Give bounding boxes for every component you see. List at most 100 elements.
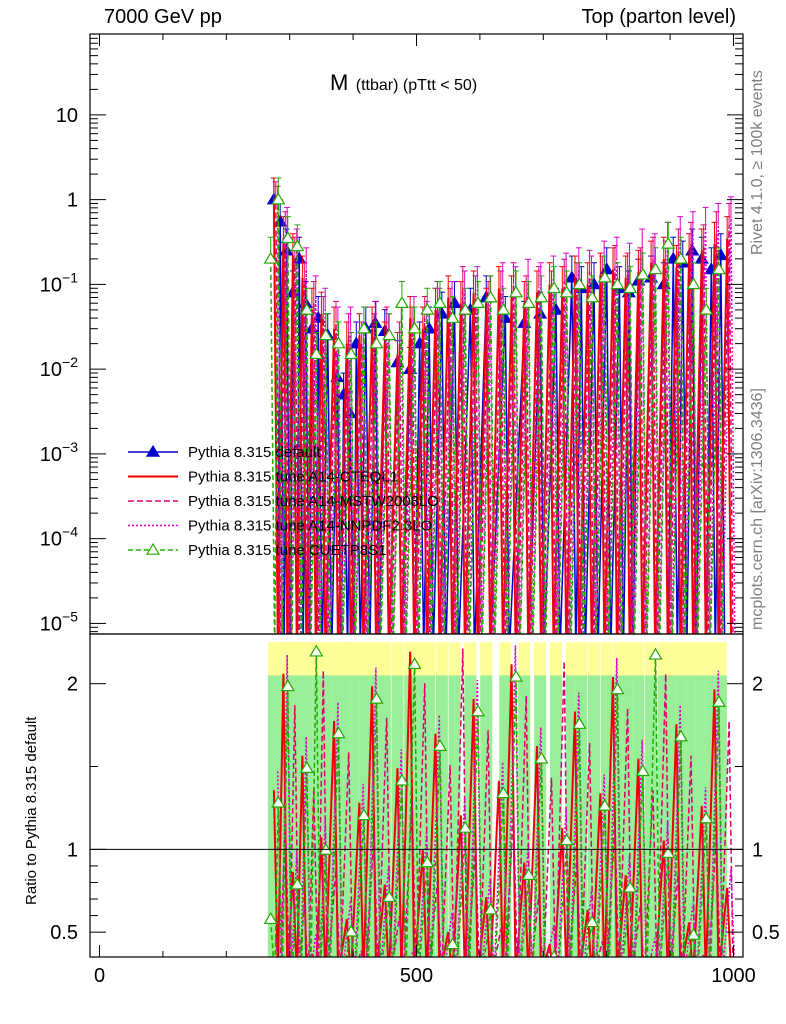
series-4-marker — [331, 336, 346, 349]
series-2-line — [275, 203, 734, 634]
chart-title: M (ttbar) (pTtt < 50) — [330, 70, 477, 95]
x-tick-label: 500 — [400, 965, 433, 987]
y-tick-label: 10−1 — [40, 269, 78, 296]
y-tick-label: 10−3 — [40, 439, 78, 466]
series-4-marker — [610, 277, 625, 290]
series-3-line — [276, 207, 736, 634]
x-tick-label: 0 — [94, 965, 105, 987]
series-4-ratio-marker — [661, 845, 676, 858]
y-tick-label: 10−4 — [40, 524, 78, 551]
ratio-band-green — [588, 675, 601, 957]
ratio-y-tick-label-right: 1 — [752, 839, 763, 861]
ratio-y-axis-label: Ratio to Pythia 8.315 default — [23, 716, 40, 905]
series-4-ratio-marker — [699, 811, 714, 824]
series-4-ratio-marker — [263, 912, 278, 925]
series-4-marker — [458, 302, 473, 315]
ratio-y-tick-label: 1 — [67, 839, 78, 861]
series-4-ratio-marker — [394, 773, 409, 786]
series-4-marker — [534, 290, 549, 303]
series-4-marker — [559, 285, 574, 298]
header-right: Top (parton level) — [581, 6, 736, 28]
series-4-marker — [686, 277, 701, 290]
series-4-marker — [299, 302, 314, 315]
series-4-ratio-marker — [673, 729, 688, 742]
y-tick-label: 10−5 — [40, 608, 78, 635]
series-4-marker — [420, 302, 435, 315]
series-4-marker — [496, 302, 511, 315]
y-tick-label: 10−2 — [40, 354, 78, 381]
series-4-ratio-marker — [623, 880, 638, 893]
series-4-marker — [318, 328, 333, 341]
series-4-ratio-marker — [597, 798, 612, 811]
chart-title-sub: (ttbar) (pTtt < 50) — [356, 77, 477, 94]
series-4-ratio-marker — [407, 657, 422, 670]
series-4-ratio-marker — [572, 716, 587, 729]
series-4-marker — [483, 290, 498, 303]
ratio-y-tick-label-right: 2 — [752, 674, 763, 696]
series-4-ratio-marker — [458, 820, 473, 833]
series-4-marker — [623, 281, 638, 294]
series-4-ratio-marker — [686, 927, 701, 940]
series-4-marker — [547, 281, 562, 294]
series-4-ratio-marker — [432, 738, 448, 751]
legend-entry-label: Pythia 8.315 tune A14-CTEQL1 — [188, 469, 398, 486]
series-4-marker — [271, 192, 286, 205]
series-4-line — [269, 199, 724, 634]
series-4-ratio-marker — [711, 694, 726, 707]
ratio-band-green — [632, 675, 645, 957]
series-3-ratio-line — [276, 645, 736, 957]
series-4-ratio-marker — [445, 937, 460, 950]
side-label-mcplots: mcplots.cern.ch [arXiv:1306.3436] — [749, 388, 766, 630]
legend-entry-label: Pythia 8.315 tune A14-MSTW2008LO — [188, 493, 439, 510]
y-tick-label: 1 — [67, 190, 78, 212]
series-4-ratio-marker — [290, 877, 305, 890]
series-4-marker — [309, 347, 324, 360]
series-4-ratio-marker — [508, 669, 524, 682]
series-1-line — [272, 199, 733, 634]
series-4-ratio-marker — [331, 726, 346, 739]
legend-entry-label: Pythia 8.315 default — [188, 444, 321, 461]
ratio-band-green — [378, 675, 391, 957]
series-4-marker — [661, 236, 676, 249]
series-4-marker — [356, 321, 371, 334]
ratio-y-tick-label-right: 0.5 — [752, 922, 780, 944]
series-4-marker — [263, 251, 278, 264]
series-4-ratio-marker — [534, 751, 549, 764]
series-4-marker — [648, 262, 663, 275]
series-4-marker — [585, 290, 600, 303]
series-4-marker — [470, 296, 486, 308]
series-4-ratio-marker — [309, 644, 324, 657]
series-4-marker — [597, 270, 612, 283]
series-4-marker — [635, 267, 650, 280]
legend: Pythia 8.315 default Pythia 8.315 tune A1… — [128, 444, 439, 559]
legend-entry-label: Pythia 8.315 tune A14-NNPDF2.3LO — [188, 518, 432, 535]
series-4-marker — [369, 336, 384, 349]
series-4-ratio-marker — [496, 786, 511, 799]
series-4-ratio-marker — [369, 691, 384, 704]
ratio-band-green — [350, 675, 363, 957]
header-left: 7000 GeV pp — [104, 6, 222, 28]
x-tick-label: 1000 — [711, 965, 756, 987]
series-4-ratio-marker — [344, 924, 359, 937]
series-4-ratio-marker — [635, 764, 650, 777]
series-4-ratio-marker — [559, 833, 574, 846]
series-0-marker — [685, 243, 700, 256]
series-4-ratio-marker — [382, 890, 397, 903]
series-4-ratio-marker — [280, 679, 295, 692]
ratio-band-green — [499, 675, 512, 957]
series-4-ratio-marker — [648, 647, 663, 660]
series-4-ratio-marker — [549, 949, 559, 957]
y-tick-label: 10 — [56, 105, 78, 127]
series-4-ratio-marker — [610, 682, 625, 695]
legend-entry-label: Pythia 8.315 tune CUETP8S1 — [188, 542, 386, 559]
series-4-marker — [699, 302, 714, 315]
ratio-y-tick-label: 2 — [67, 674, 78, 696]
series-4-marker — [290, 239, 305, 252]
series-4-ratio-marker — [470, 704, 486, 717]
series-4-marker — [711, 262, 726, 275]
series-2-ratio-line — [275, 648, 734, 957]
series-4-marker — [432, 296, 448, 308]
legend-marker — [145, 444, 161, 457]
series-4-ratio-marker — [299, 760, 314, 773]
series-4-marker — [382, 328, 397, 341]
